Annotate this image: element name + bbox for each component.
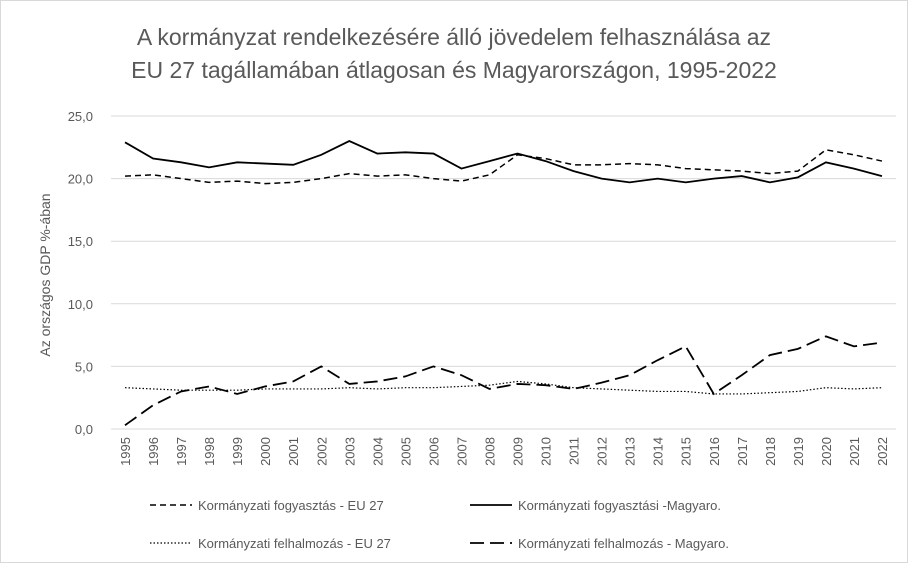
x-tick-label: 2005 [398,437,413,466]
x-tick-label: 2001 [286,437,301,466]
line-series [124,335,883,426]
x-tick-label: 2004 [370,437,385,466]
x-tick-label: 2007 [454,437,469,466]
legend-label: Kormányzati felhalmozás - Magyaro. [518,536,729,551]
x-tick-label: 2010 [539,437,554,466]
y-tick-label: 15,0 [68,234,93,249]
x-tick-label: 2000 [258,437,273,466]
line-series [124,140,883,184]
legend-label: Kormányzati fogyasztási -Magyaro. [518,498,721,513]
x-tick-label: 2018 [763,437,778,466]
y-tick-label: 0,0 [75,422,93,437]
chart-title: A kormányzat rendelkezésére álló jövedel… [137,24,771,50]
line-series [124,380,883,395]
x-tick-label: 2014 [651,437,666,466]
y-tick-label: 10,0 [68,297,93,312]
x-tick-label: 2006 [426,437,441,466]
y-axis-label: Az országos GDP %-ában [37,193,53,356]
chart-title: EU 27 tagállamában átlagosan és Magyaror… [131,57,777,83]
x-tick-label: 2020 [819,437,834,466]
x-tick-label: 2017 [735,437,750,466]
x-tick-label: 2002 [314,437,329,466]
x-tick-label: 2009 [511,437,526,466]
x-tick-label: 2008 [482,437,497,466]
x-tick-label: 2003 [342,437,357,466]
x-tick-label: 2012 [595,437,610,466]
x-tick-label: 1999 [230,437,245,466]
x-tick-label: 2021 [847,437,862,466]
y-tick-label: 25,0 [68,109,93,124]
x-tick-label: 2015 [679,437,694,466]
x-tick-label: 2011 [567,437,582,465]
x-tick-label: 1997 [174,437,189,466]
legend-label: Kormányzati fogyasztás - EU 27 [198,498,384,513]
x-tick-label: 2016 [707,437,722,466]
x-tick-label: 2013 [623,437,638,466]
x-tick-label: 2019 [791,437,806,466]
y-tick-label: 20,0 [68,172,93,187]
x-tick-label: 1995 [118,437,133,466]
y-tick-label: 5,0 [75,359,93,374]
line-series [124,149,883,185]
legend-label: Kormányzati felhalmozás - EU 27 [198,536,391,551]
x-tick-label: 2022 [875,437,890,466]
x-tick-label: 1996 [146,437,161,466]
x-tick-label: 1998 [202,437,217,466]
